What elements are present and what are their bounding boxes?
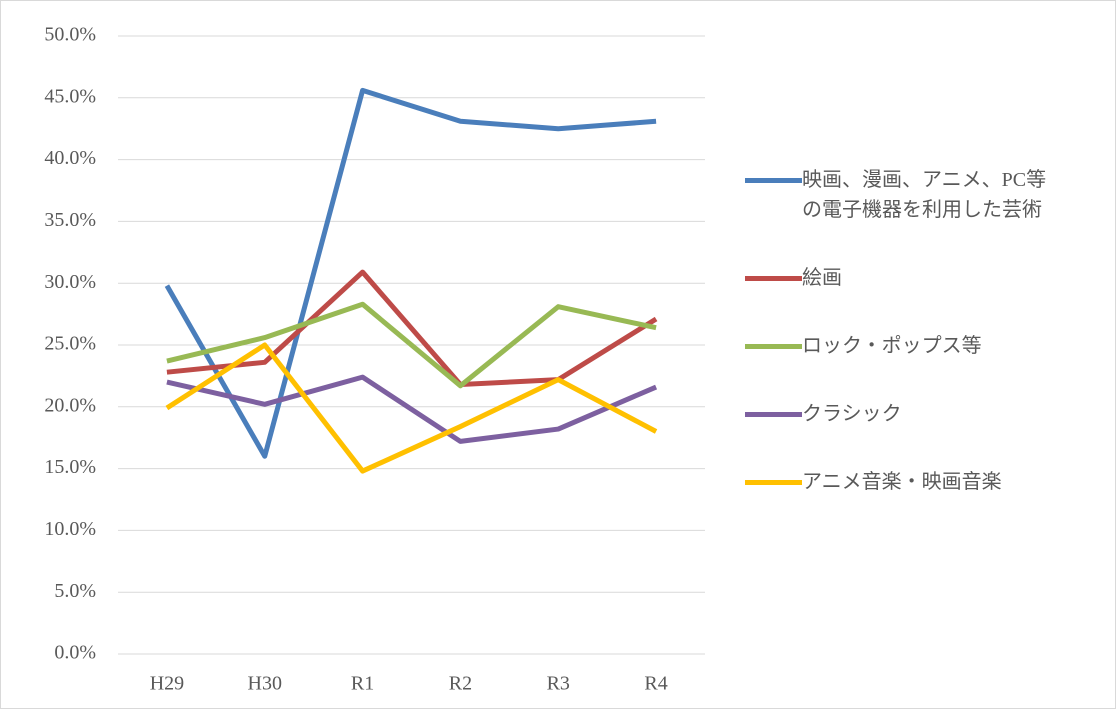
legend-swatch	[745, 178, 802, 183]
legend-label: ロック・ポップス等	[802, 335, 982, 357]
series-line	[166, 374, 658, 444]
legend-swatch	[745, 480, 802, 485]
y-tick-label: 40.0%	[44, 147, 96, 169]
x-tick-label: R4	[644, 673, 667, 695]
legend-label: アニメ音楽・映画音楽	[802, 471, 1002, 493]
y-tick-label: 30.0%	[44, 271, 96, 293]
x-tick-label: R1	[351, 673, 374, 695]
legend-swatch	[745, 412, 802, 417]
legend-item: 絵画	[745, 263, 1102, 293]
legend: 映画、漫画、アニメ、PC等の電子機器を利用した芸術絵画ロック・ポップス等 クラシッ…	[745, 165, 1102, 497]
series-line	[164, 87, 657, 459]
y-tick-label: 20.0%	[44, 394, 96, 416]
legend-swatch	[745, 276, 802, 281]
legend-swatch	[745, 344, 802, 349]
y-tick-label: 25.0%	[44, 333, 96, 355]
legend-item: クラシック	[745, 399, 1102, 429]
y-tick-label: 45.0%	[44, 85, 96, 107]
legend-label: 絵画	[802, 267, 842, 289]
legend-item: ロック・ポップス等	[745, 331, 1102, 361]
x-tick-label: R2	[449, 673, 472, 695]
series-line	[166, 301, 657, 389]
x-tick-label: H30	[248, 673, 282, 695]
legend-label: 映画、漫画、アニメ、PC等の電子機器を利用した芸術	[802, 169, 1047, 221]
series-line	[165, 342, 658, 474]
legend-item: アニメ音楽・映画音楽	[745, 467, 1102, 497]
x-tick-label: R3	[547, 673, 570, 695]
y-tick-label: 10.0%	[44, 518, 96, 540]
y-tick-label: 5.0%	[54, 580, 96, 602]
y-tick-label: 0.0%	[54, 642, 96, 664]
legend-label: クラシック	[802, 403, 902, 425]
y-tick-label: 35.0%	[44, 209, 96, 231]
series-line	[166, 269, 658, 388]
x-tick-label: H29	[150, 673, 184, 695]
y-tick-label: 50.0%	[44, 24, 96, 46]
y-tick-label: 15.0%	[44, 456, 96, 478]
legend-item: 映画、漫画、アニメ、PC等の電子機器を利用した芸術	[745, 165, 1102, 225]
